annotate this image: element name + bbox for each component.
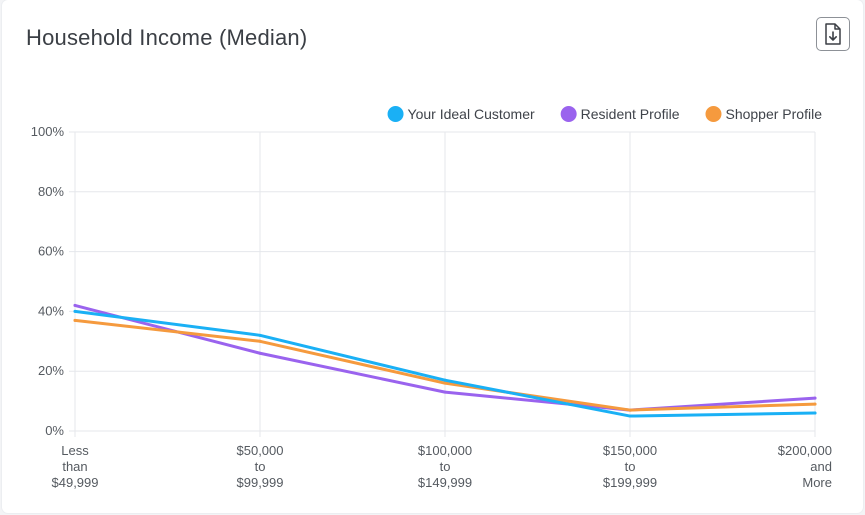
y-tick-label: 40% [38,303,64,318]
legend-marker [560,106,577,122]
data-point [73,309,77,313]
x-tick-label: $50,000 [237,443,284,458]
legend-marker [705,106,722,122]
data-point [73,303,77,307]
data-point [443,378,447,382]
legend-item-your-ideal-customer[interactable]: Your Ideal Customer [387,106,535,122]
x-tick-label: Less [61,443,89,458]
data-point [443,390,447,394]
data-point [73,318,77,322]
legend-label: Resident Profile [581,106,680,122]
download-icon [825,23,841,45]
legend-item-shopper-profile[interactable]: Shopper Profile [705,106,822,122]
data-point [628,414,632,418]
legend-label: Shopper Profile [725,106,822,122]
data-point [813,402,817,406]
data-point [628,408,632,412]
page-title: Household Income (Median) [26,25,308,50]
y-tick-label: 60% [38,244,64,259]
download-button[interactable] [816,17,850,51]
y-tick-label: 100% [31,124,65,139]
x-tick-label: $200,000 [778,443,832,458]
legend-label: Your Ideal Customer [408,106,535,122]
x-tick-label: $99,999 [237,475,284,490]
grid-layer [69,131,816,437]
legend[interactable]: Your Ideal Customer Resident Profile Shopp… [387,106,823,122]
y-tick-label: 80% [38,184,64,199]
x-tick-label: $100,000 [418,443,472,458]
x-tick-label: $49,999 [52,475,99,490]
y-tick-label: 20% [38,363,64,378]
data-point [258,333,262,337]
data-point [443,381,447,385]
x-tick-label: $199,999 [603,475,657,490]
x-tick-label: to [255,459,266,474]
data-point [813,411,817,415]
x-tick-label: to [440,459,451,474]
y-tick-label: 0% [45,423,64,438]
x-tick-label: $149,999 [418,475,472,490]
legend-item-resident-profile[interactable]: Resident Profile [560,106,680,122]
legend-marker [387,106,404,122]
x-tick-label: $150,000 [603,443,657,458]
x-tick-label: to [625,459,636,474]
x-tick-label: and [810,459,832,474]
data-point [258,351,262,355]
x-tick-label: More [802,475,832,490]
series-layer [73,303,817,418]
data-point [813,396,817,400]
data-point [258,339,262,343]
x-tick-label: than [62,459,87,474]
